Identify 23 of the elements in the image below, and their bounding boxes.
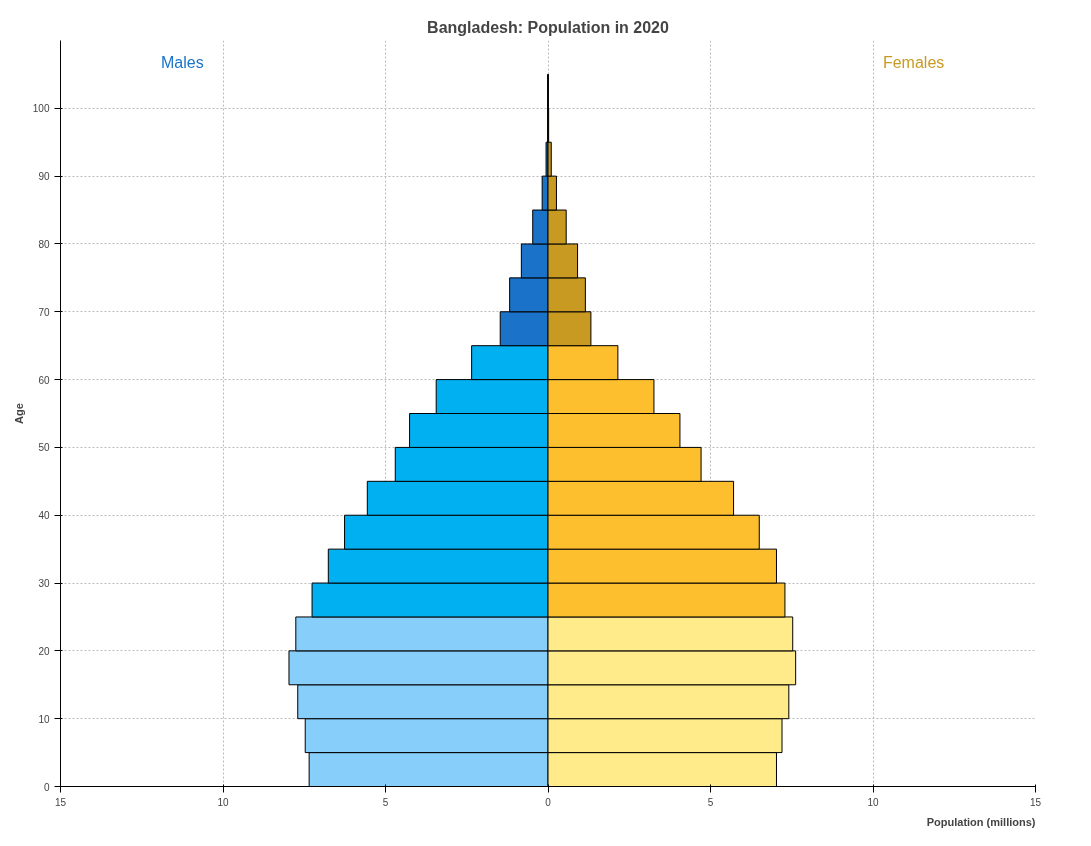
y-tick-label: 50 (38, 442, 50, 454)
y-tick-label: 80 (38, 238, 50, 250)
text: Males (161, 54, 204, 72)
y-tick-label: 0 (43, 781, 50, 793)
x-tick-label: 5 (707, 796, 714, 808)
y-tick-label: 100 (32, 103, 50, 115)
x-tick-label: 0 (545, 796, 552, 808)
y-tick-label: 40 (38, 510, 50, 522)
x-tick-label: 15 (1029, 796, 1042, 808)
x-tick-label: 10 (217, 796, 229, 808)
y-tick-label: 90 (38, 171, 50, 183)
x-tick-label: 10 (867, 796, 879, 808)
y-tick-label: 20 (38, 645, 50, 657)
y-tick-label: 60 (38, 374, 50, 386)
y-tick-label: 10 (38, 713, 50, 725)
x-tick-label: 15 (54, 796, 67, 808)
x-axis-title: Population (millions) (926, 815, 1036, 828)
text: Females (882, 54, 945, 72)
y-tick-label: 30 (38, 578, 50, 590)
y-axis-title: Age (12, 403, 25, 424)
y-tick-label: 70 (38, 306, 50, 318)
x-tick-label: 5 (382, 796, 389, 808)
chart-title: Bangladesh: Population in 2020 (427, 18, 670, 36)
